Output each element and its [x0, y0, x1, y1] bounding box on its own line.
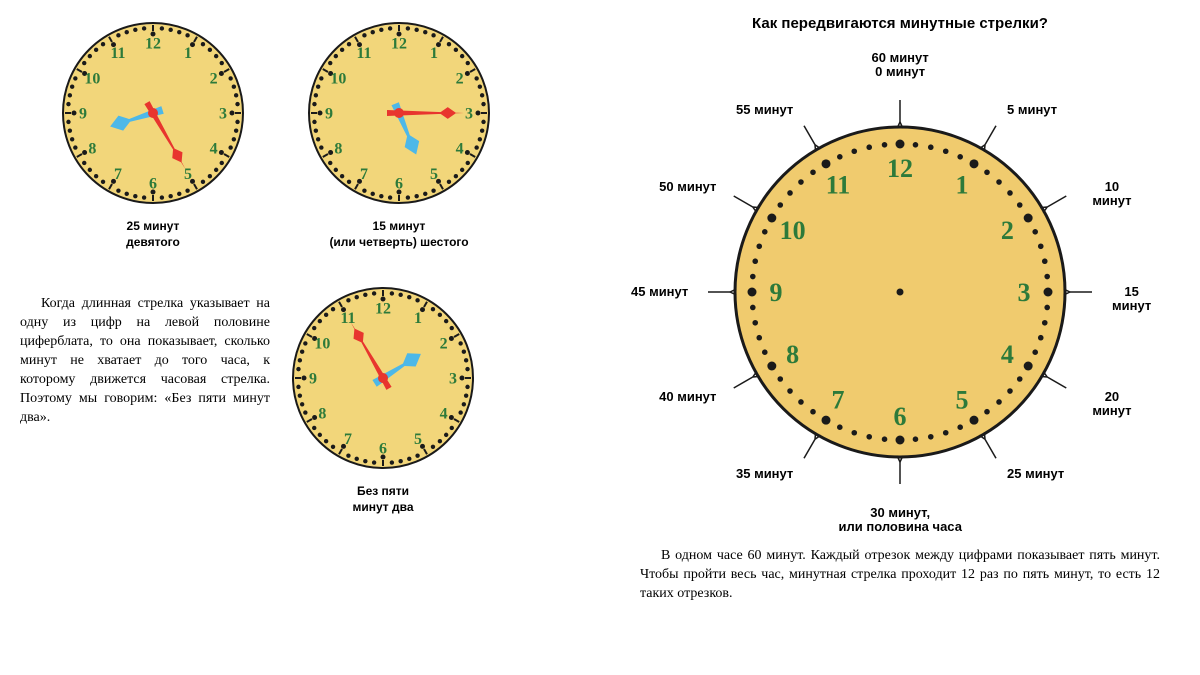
svg-text:5: 5	[430, 166, 438, 183]
clock-2: 123456789101112	[290, 285, 476, 476]
right-title: Как передвигаются минутные стрелки?	[620, 15, 1180, 32]
svg-text:4: 4	[1001, 340, 1014, 369]
svg-text:3: 3	[219, 106, 227, 123]
minute-label-2: 10 минут	[1084, 180, 1140, 209]
left-paragraph: Когда длинная стрелка указывает на одну …	[20, 295, 270, 427]
big-clock: 123456789101112	[730, 122, 1070, 467]
svg-text:10: 10	[314, 336, 330, 353]
svg-text:9: 9	[309, 371, 317, 388]
clock-caption-1: 15 минут (или четверть) шестого	[329, 219, 468, 250]
svg-text:5: 5	[414, 431, 422, 448]
minute-label-3: 15 минут	[1112, 285, 1151, 314]
clock-1: 123456789101112	[306, 20, 492, 211]
minute-label-9: 45 минут	[631, 285, 688, 299]
svg-text:2: 2	[440, 336, 448, 353]
svg-text:11: 11	[110, 45, 125, 62]
svg-text:1: 1	[430, 45, 438, 62]
clock-caption-0: 25 минут девятого	[126, 219, 180, 250]
svg-text:3: 3	[449, 371, 457, 388]
left-mid-row: Когда длинная стрелка указывает на одну …	[20, 285, 580, 515]
svg-text:1: 1	[956, 171, 969, 200]
minute-label-10: 50 минут	[659, 180, 716, 194]
clock-caption-2: Без пяти минут два	[352, 484, 413, 515]
svg-text:10: 10	[780, 216, 806, 245]
svg-text:6: 6	[149, 176, 157, 193]
svg-text:11: 11	[826, 171, 851, 200]
clock-0: 123456789101112	[60, 20, 246, 211]
svg-text:5: 5	[956, 385, 969, 414]
svg-text:6: 6	[395, 176, 403, 193]
svg-text:6: 6	[894, 402, 907, 431]
minute-label-1: 5 минут	[1007, 103, 1057, 117]
svg-text:6: 6	[379, 441, 387, 458]
svg-text:2: 2	[1001, 216, 1014, 245]
minute-label-6: 30 минут, или половина часа	[839, 506, 962, 535]
svg-text:4: 4	[440, 406, 448, 423]
svg-text:12: 12	[375, 301, 391, 318]
svg-text:9: 9	[770, 278, 783, 307]
minute-label-11: 55 минут	[736, 103, 793, 117]
svg-text:7: 7	[114, 166, 122, 183]
svg-text:11: 11	[340, 310, 355, 327]
right-column: Как передвигаются минутные стрелки? 1234…	[620, 15, 1180, 604]
svg-text:8: 8	[318, 406, 326, 423]
clock-item-0: 123456789101112 25 минут девятого	[60, 20, 246, 250]
svg-text:9: 9	[325, 106, 333, 123]
svg-text:1: 1	[184, 45, 192, 62]
clock-item-1: 123456789101112 15 минут (или четверть) …	[306, 20, 492, 250]
svg-text:12: 12	[145, 36, 161, 53]
svg-text:8: 8	[334, 141, 342, 158]
minute-label-0: 60 минут 0 минут	[872, 51, 929, 80]
svg-text:1: 1	[414, 310, 422, 327]
right-paragraph: В одном часе 60 минут. Каждый отрезок ме…	[640, 547, 1160, 604]
svg-text:9: 9	[79, 106, 87, 123]
svg-text:2: 2	[456, 71, 464, 88]
svg-text:4: 4	[456, 141, 464, 158]
minute-label-7: 35 минут	[736, 467, 793, 481]
svg-text:10: 10	[84, 71, 100, 88]
svg-text:12: 12	[887, 154, 913, 183]
clock-item-2: 123456789101112 Без пяти минут два	[290, 285, 476, 515]
svg-text:2: 2	[210, 71, 218, 88]
minute-label-4: 20 минут	[1084, 390, 1140, 419]
svg-text:7: 7	[344, 431, 352, 448]
minute-label-5: 25 минут	[1007, 467, 1064, 481]
top-clock-row: 123456789101112 25 минут девятого 123456…	[60, 20, 580, 250]
svg-text:4: 4	[210, 141, 218, 158]
svg-text:3: 3	[465, 106, 473, 123]
svg-text:12: 12	[391, 36, 407, 53]
minute-label-8: 40 минут	[659, 390, 716, 404]
svg-text:3: 3	[1018, 278, 1031, 307]
svg-text:11: 11	[356, 45, 371, 62]
svg-text:8: 8	[88, 141, 96, 158]
svg-text:8: 8	[786, 340, 799, 369]
svg-text:7: 7	[832, 385, 845, 414]
left-column: 123456789101112 25 минут девятого 123456…	[20, 20, 580, 515]
svg-text:10: 10	[330, 71, 346, 88]
svg-text:7: 7	[360, 166, 368, 183]
right-bottom: В одном часе 60 минут. Каждый отрезок ме…	[620, 547, 1180, 604]
big-clock-wrap: 123456789101112 60 минут 0 минут5 минут1…	[660, 52, 1140, 532]
